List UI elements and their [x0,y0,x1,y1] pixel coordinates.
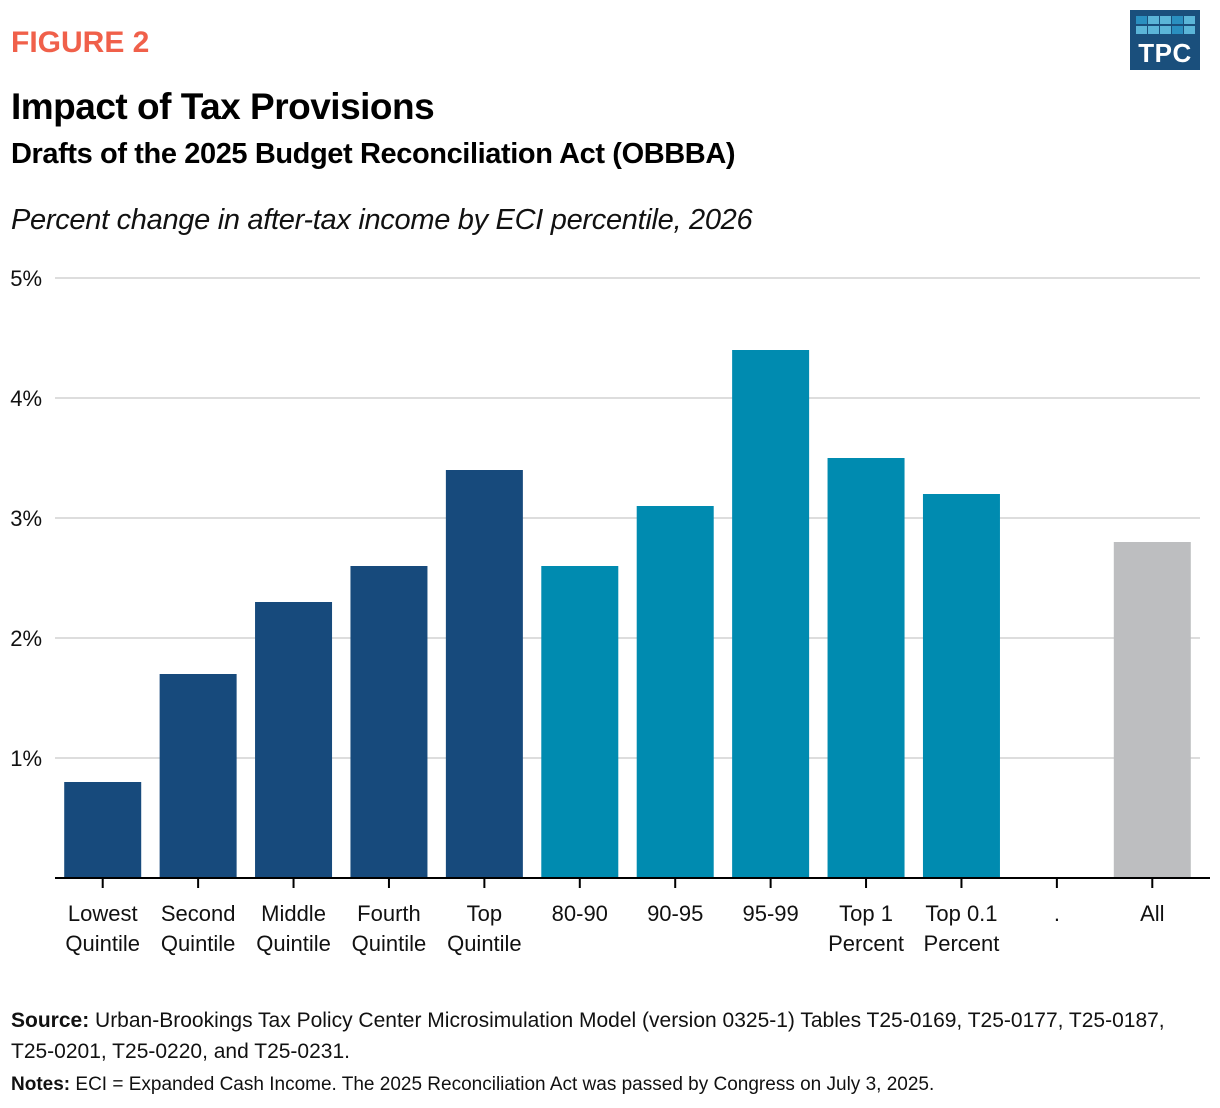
x-tick-label: Quintile [161,931,236,956]
logo-cell [1184,16,1195,24]
logo-cell [1172,16,1183,24]
logo-text: TPC [1138,38,1192,68]
tpc-logo: TPC [1130,10,1200,70]
bar [445,470,523,878]
notes-label: Notes: [11,1074,71,1095]
x-tick-label: Top 1 [839,901,893,926]
logo-cell [1160,16,1171,24]
notes-text: ECI = Expanded Cash Income. The 2025 Rec… [70,1074,935,1095]
x-tick-label: Quintile [352,931,427,956]
units-label: Percent change in after-tax income by EC… [11,204,753,236]
y-tick-label: 4% [10,386,42,411]
bar-chart: 1% 2% 3% 4% 5% Lowest Quintile Second Quintile M… [10,266,1210,956]
bar [541,566,619,878]
x-tick-label: 90-95 [647,901,703,926]
chart-subtitle: Drafts of the 2025 Budget Reconciliation… [11,138,736,170]
source-text: Urban-Brookings Tax Policy Center Micros… [11,1009,1165,1063]
logo-cell [1136,26,1147,34]
bar [636,506,714,878]
x-tick-label: . [1054,901,1060,926]
x-tick-label: Top 0.1 [925,901,997,926]
x-tick-label: Fourth [357,901,421,926]
source-note: Source: Urban-Brookings Tax Policy Cente… [11,1005,1211,1067]
x-tick-label: 80-90 [552,901,608,926]
logo-cell [1184,26,1195,34]
x-tick-label: Percent [828,931,904,956]
x-tick-label: Lowest [68,901,138,926]
logo-cell [1148,16,1159,24]
x-tick-label: Quintile [65,931,140,956]
notes: Notes: ECI = Expanded Cash Income. The 2… [11,1069,934,1100]
gridlines [55,277,1200,759]
y-tick-label: 2% [10,626,42,651]
logo-cell [1160,26,1171,34]
x-tick-label: Second [161,901,236,926]
bars [64,350,1191,878]
bar [732,350,810,878]
y-tick-label: 5% [10,266,42,291]
y-axis-ticks: 1% 2% 3% 4% 5% [10,266,42,771]
y-tick-label: 3% [10,506,42,531]
x-tick-label: Middle [261,901,326,926]
logo-cell [1148,26,1159,34]
chart-title: Impact of Tax Provisions [11,86,435,127]
bar [922,494,1000,878]
x-tick-label: Top [467,901,502,926]
x-tick-label: Percent [924,931,1000,956]
x-tick-label: All [1140,901,1164,926]
x-tick-label: Quintile [256,931,331,956]
logo-cell [1172,26,1183,34]
y-tick-label: 1% [10,746,42,771]
bar [64,782,142,878]
bar [827,458,905,878]
x-axis [55,877,1210,888]
bar [350,566,428,878]
x-axis-tick-labels: Lowest Quintile Second Quintile Middle Quinti… [65,901,1164,956]
x-tick-label: 95-99 [742,901,798,926]
bar [255,602,333,878]
logo-cell [1136,16,1147,24]
source-label: Source: [11,1009,90,1032]
figure-label: FIGURE 2 [11,26,150,59]
x-tick-label: Quintile [447,931,522,956]
bar [159,674,237,878]
bar [1113,542,1191,878]
